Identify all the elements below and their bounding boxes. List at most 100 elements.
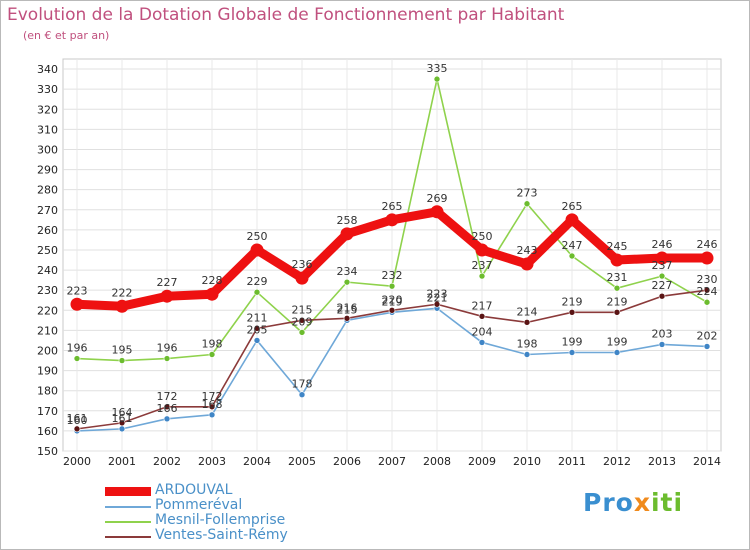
data-label: 160	[67, 414, 88, 427]
y-tick-label: 170	[37, 405, 58, 418]
data-label: 199	[607, 335, 628, 348]
data-point	[568, 252, 576, 260]
data-label: 231	[607, 271, 628, 284]
data-label: 196	[67, 342, 88, 355]
data-point	[523, 351, 531, 358]
y-tick-label: 250	[37, 244, 58, 257]
data-label: 230	[697, 273, 718, 286]
x-tick-label: 2008	[423, 455, 451, 468]
data-point	[613, 308, 621, 316]
data-label: 161	[112, 412, 133, 425]
data-point	[73, 425, 81, 433]
data-label: 237	[472, 259, 493, 272]
data-point	[208, 351, 216, 358]
data-label: 161	[67, 412, 88, 425]
data-label: 219	[382, 295, 403, 308]
data-label: 224	[697, 285, 718, 298]
y-tick-label: 180	[37, 385, 58, 398]
x-tick-label: 2006	[333, 455, 361, 468]
data-point	[295, 271, 309, 285]
data-point	[568, 308, 576, 316]
y-tick-label: 260	[37, 224, 58, 237]
data-label: 243	[517, 244, 538, 257]
data-point	[163, 355, 171, 362]
y-tick-label: 290	[37, 164, 58, 177]
legend-swatch	[105, 536, 151, 538]
legend-label: Pommeréval	[155, 497, 243, 513]
data-label: 205	[247, 323, 268, 336]
chart-subtitle: (en € et par an)	[23, 29, 110, 42]
data-label: 234	[337, 265, 358, 278]
grid-lines	[63, 59, 721, 452]
data-point	[253, 325, 261, 332]
x-tick-label: 2013	[648, 455, 676, 468]
data-label: 220	[382, 293, 403, 306]
data-point	[388, 282, 396, 290]
legend-swatch	[105, 521, 151, 523]
data-label: 199	[562, 335, 583, 348]
data-point	[160, 289, 174, 303]
data-point	[343, 315, 351, 322]
data-label: 216	[337, 301, 358, 314]
x-tick-label: 2005	[288, 455, 316, 468]
x-tick-label: 2001	[108, 455, 136, 468]
data-point	[568, 349, 576, 356]
data-point	[613, 349, 621, 356]
data-label: 227	[652, 279, 673, 292]
chart-title: Evolution de la Dotation Globale de Fonc…	[7, 5, 565, 25]
data-point	[163, 403, 171, 411]
line-chart: 150 160 170 180 190 200 210 220 230 240 250 260 270 2…	[37, 58, 722, 468]
data-point	[385, 213, 399, 227]
legend-label: Mesnil-Follemprise	[155, 512, 286, 528]
series-points	[70, 75, 714, 435]
data-point	[613, 284, 621, 292]
data-label: 203	[652, 327, 673, 340]
x-tick-label: 2003	[198, 455, 226, 468]
x-tick-label: 2009	[468, 455, 496, 468]
data-label: 250	[247, 230, 268, 243]
data-point	[703, 286, 711, 294]
data-point	[478, 313, 486, 320]
data-point	[298, 329, 306, 336]
y-tick-label: 210	[37, 324, 58, 337]
data-point	[208, 411, 216, 419]
logo-part: iti	[650, 488, 684, 517]
x-tick-label: 2014	[693, 455, 721, 468]
data-point	[115, 299, 129, 313]
x-tick-label: 2007	[378, 455, 406, 468]
data-label: 202	[697, 329, 718, 342]
x-tick-label: 2002	[153, 455, 181, 468]
data-point	[340, 227, 354, 241]
data-label: 172	[202, 390, 223, 403]
data-point	[433, 75, 441, 83]
data-label: 269	[427, 192, 448, 205]
x-tick-label: 2012	[603, 455, 631, 468]
data-point	[658, 341, 666, 348]
data-label: 221	[427, 291, 448, 304]
data-point	[250, 243, 264, 257]
data-point	[118, 357, 126, 364]
data-label: 265	[382, 200, 403, 213]
data-label: 214	[517, 305, 538, 318]
legend-swatch	[105, 487, 151, 496]
data-point	[253, 288, 261, 296]
data-label: 223	[427, 287, 448, 300]
data-point	[658, 272, 666, 280]
data-point	[118, 419, 126, 427]
x-tick-label: 2004	[243, 455, 271, 468]
y-tick-label: 240	[37, 264, 58, 277]
data-label: 198	[202, 338, 223, 351]
data-point	[388, 306, 396, 314]
data-label: 265	[562, 200, 583, 213]
y-tick-label: 230	[37, 284, 58, 297]
legend-label: Ventes-Saint-Rémy	[155, 527, 288, 543]
data-label: 215	[337, 303, 358, 316]
y-tick-label: 320	[37, 103, 58, 116]
y-axis-ticks: 150 160 170 180 190 200 210 220 230 240 250 260 270 2…	[37, 63, 58, 458]
y-tick-label: 160	[37, 425, 58, 438]
data-point	[565, 213, 579, 227]
data-point	[73, 355, 81, 362]
data-point	[253, 337, 261, 344]
proxiti-logo: Proxiti	[583, 488, 683, 517]
data-point	[523, 200, 531, 208]
